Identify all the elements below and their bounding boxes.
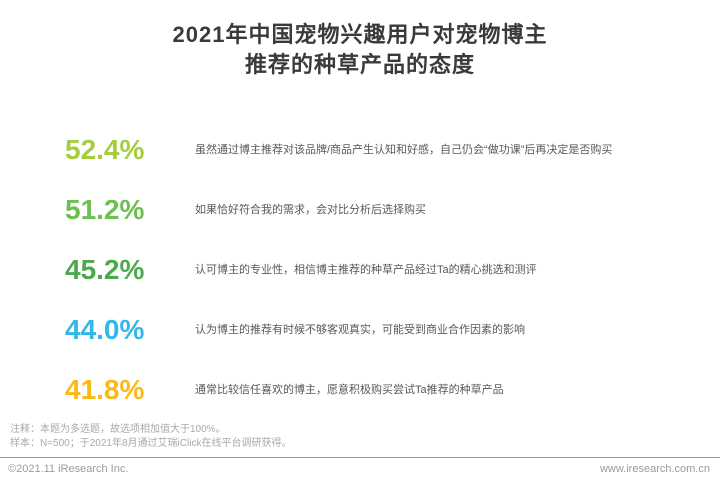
stat-row: 44.0% 认为博主的推荐有时候不够客观真实，可能受到商业合作因素的影响: [0, 300, 720, 360]
stat-row: 41.8% 通常比较信任喜欢的博主，愿意积极购买尝试Ta推荐的种草产品: [0, 360, 720, 420]
stat-value: 52.4%: [65, 134, 145, 165]
stat-value: 44.0%: [65, 314, 145, 345]
stat-description: 如果恰好符合我的需求，会对比分析后选择购买: [195, 203, 426, 216]
stat-value: 45.2%: [65, 254, 145, 285]
footnotes: 注释：本题为多选题，故选项相加值大于100%。 样本：N=500；于2021年8…: [10, 423, 291, 451]
page-title-line-1: 2021年中国宠物兴趣用户对宠物博主: [172, 22, 548, 47]
page-footer: ©2021.11 iResearch Inc. www.iresearch.co…: [8, 463, 710, 475]
page-title: 2021年中国宠物兴趣用户对宠物博主 推荐的种草产品的态度: [0, 0, 720, 80]
stat-description: 认为博主的推荐有时候不够客观真实，可能受到商业合作因素的影响: [195, 323, 525, 336]
stat-row: 52.4% 虽然通过博主推荐对该品牌/商品产生认知和好感，自己仍会“做功课”后再…: [0, 120, 720, 180]
footnote-note: 注释：本题为多选题，故选项相加值大于100%。: [10, 424, 226, 435]
stats-list: 52.4% 虽然通过博主推荐对该品牌/商品产生认知和好感，自己仍会“做功课”后再…: [0, 120, 720, 420]
copyright-text: ©2021.11 iResearch Inc.: [8, 463, 129, 475]
footnote-sample: 样本：N=500；于2021年8月通过艾瑞iClick在线平台调研获得。: [10, 438, 292, 449]
stat-description: 认可博主的专业性，相信博主推荐的种草产品经过Ta的精心挑选和测评: [195, 263, 537, 276]
page-title-line-2: 推荐的种草产品的态度: [244, 52, 475, 77]
stat-description: 虽然通过博主推荐对该品牌/商品产生认知和好感，自己仍会“做功课”后再决定是否购买: [195, 143, 613, 156]
stat-value: 51.2%: [65, 194, 145, 225]
stat-row: 51.2% 如果恰好符合我的需求，会对比分析后选择购买: [0, 180, 720, 240]
website-text: www.iresearch.com.cn: [599, 463, 710, 475]
stat-row: 45.2% 认可博主的专业性，相信博主推荐的种草产品经过Ta的精心挑选和测评: [0, 240, 720, 300]
footer-divider: [0, 457, 720, 458]
stat-value: 41.8%: [65, 374, 145, 405]
stat-description: 通常比较信任喜欢的博主，愿意积极购买尝试Ta推荐的种草产品: [195, 383, 504, 396]
